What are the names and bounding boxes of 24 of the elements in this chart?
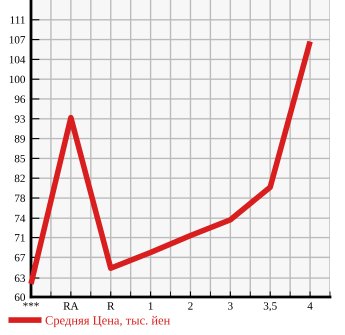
x-tick-label: R [107,302,114,310]
x-tick-label: 1 [148,302,153,310]
y-tick-label: 74 [15,214,26,222]
y-tick-label: 71 [15,234,25,242]
x-tick-label: RA [63,302,79,310]
y-tick-label: 82 [14,174,25,182]
y-tick-label: 63 [14,274,26,282]
y-tick-label: 78 [15,194,26,202]
y-tick-label: 107 [10,36,26,44]
y-tick-label: 60 [14,293,26,301]
x-tick-label: 4 [308,302,313,310]
y-tick-label: 85 [14,154,26,162]
y-tick-label: 111 [10,16,25,24]
y-tick-label: 104 [10,56,26,64]
x-tick-label: 2 [188,302,193,310]
y-tick-label: 89 [14,135,25,143]
legend-label: Средняя Цена, тыс. йен [46,316,170,328]
x-tick-label: *** [23,302,39,306]
x-tick-label: 3,5 [264,302,277,312]
y-tick-label: 93 [14,115,26,123]
y-tick-label: 67 [14,254,26,262]
y-tick-label: 96 [14,95,26,103]
y-tick-label: 100 [10,76,26,84]
x-tick-label: 3 [228,302,233,310]
